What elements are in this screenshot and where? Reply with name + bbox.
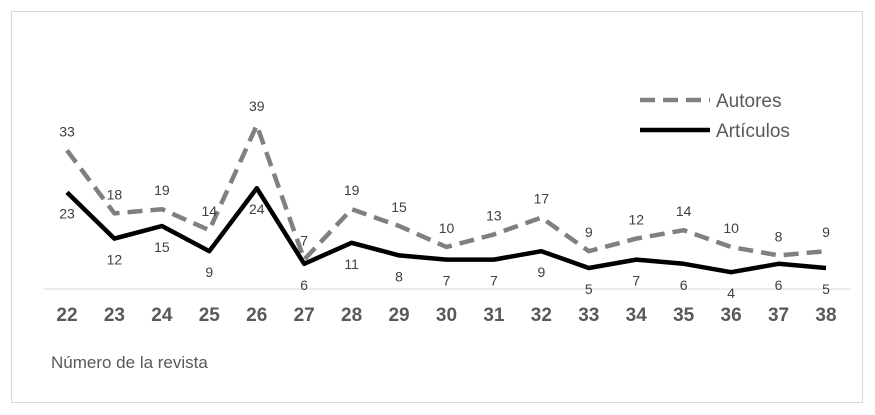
data-label-articulos-30: 7	[443, 273, 451, 289]
data-label-autores-30: 10	[439, 220, 455, 236]
data-label-autores-28: 19	[344, 182, 360, 198]
x-tick-label-24: 24	[151, 305, 173, 326]
data-label-autores-32: 17	[534, 191, 550, 207]
data-label-articulos-28: 11	[344, 256, 359, 272]
data-label-articulos-29: 8	[395, 268, 403, 284]
data-label-autores-35: 14	[676, 203, 692, 219]
data-label-articulos-25: 9	[205, 264, 213, 280]
data-label-autores-37: 8	[775, 228, 783, 244]
data-label-autores-27: 7	[300, 233, 308, 249]
data-label-articulos-26: 24	[249, 201, 265, 217]
x-tick-label-38: 38	[815, 305, 836, 326]
data-label-autores-22: 33	[59, 123, 75, 139]
data-label-articulos-27: 6	[300, 277, 308, 293]
x-tick-label-37: 37	[768, 305, 789, 326]
x-tick-label-32: 32	[531, 305, 552, 326]
data-label-autores-33: 9	[585, 224, 593, 240]
x-tick-label-28: 28	[341, 305, 362, 326]
x-axis-title: Número de la revista	[51, 353, 208, 372]
x-tick-label-23: 23	[104, 305, 125, 326]
data-label-articulos-31: 7	[490, 273, 498, 289]
x-tick-label-29: 29	[388, 305, 409, 326]
data-label-autores-25: 14	[202, 203, 218, 219]
series-line-autores	[65, 122, 827, 262]
data-label-articulos-22: 23	[59, 205, 75, 221]
data-label-articulos-35: 6	[680, 277, 688, 293]
data-label-articulos-33: 5	[585, 281, 593, 297]
data-label-autores-29: 15	[391, 199, 407, 215]
x-tick-label-26: 26	[246, 305, 267, 326]
series-layer	[65, 122, 827, 275]
x-tick-label-36: 36	[721, 305, 742, 326]
x-tick-label-30: 30	[436, 305, 457, 326]
x-tick-label-25: 25	[199, 305, 221, 326]
chart-frame	[11, 11, 863, 403]
x-tick-label-34: 34	[626, 305, 648, 326]
data-label-articulos-37: 6	[775, 277, 783, 293]
data-label-articulos-32: 9	[537, 264, 545, 280]
x-tick-label-22: 22	[56, 305, 77, 326]
data-label-autores-26: 39	[249, 98, 265, 114]
x-tick-label-35: 35	[673, 305, 695, 326]
legend-label-articulos: Artículos	[716, 121, 790, 142]
data-label-articulos-24: 15	[154, 239, 170, 255]
legend-item-articulos: Artículos	[640, 121, 790, 142]
data-label-autores-24: 19	[154, 182, 170, 198]
data-label-autores-34: 12	[628, 212, 644, 228]
data-label-articulos-38: 5	[822, 281, 830, 297]
x-tick-labels: 22 23 24 25 26 27 28 29 30 31 32 33 34 35 36 37 38	[56, 305, 836, 326]
legend-item-autores: Autores	[640, 91, 781, 112]
data-labels-layer: 33 23 18 12 19 15 14 9 39 24 7 6 19 11 15 8 10 7 13 7 17 9 9 5 1…	[59, 98, 830, 301]
legend-label-autores: Autores	[716, 91, 781, 112]
data-label-autores-23: 18	[107, 186, 123, 202]
legend: Autores Artículos	[640, 91, 790, 142]
series-line-articulos	[65, 185, 827, 275]
data-label-articulos-36: 4	[727, 285, 735, 301]
x-tick-label-33: 33	[578, 305, 599, 326]
x-tick-label-27: 27	[294, 305, 315, 326]
data-label-articulos-23: 12	[107, 252, 123, 268]
data-label-autores-38: 9	[822, 224, 830, 240]
data-label-autores-36: 10	[723, 220, 739, 236]
x-tick-label-31: 31	[483, 305, 505, 326]
data-label-articulos-34: 7	[632, 273, 640, 289]
data-label-autores-31: 13	[486, 207, 502, 223]
